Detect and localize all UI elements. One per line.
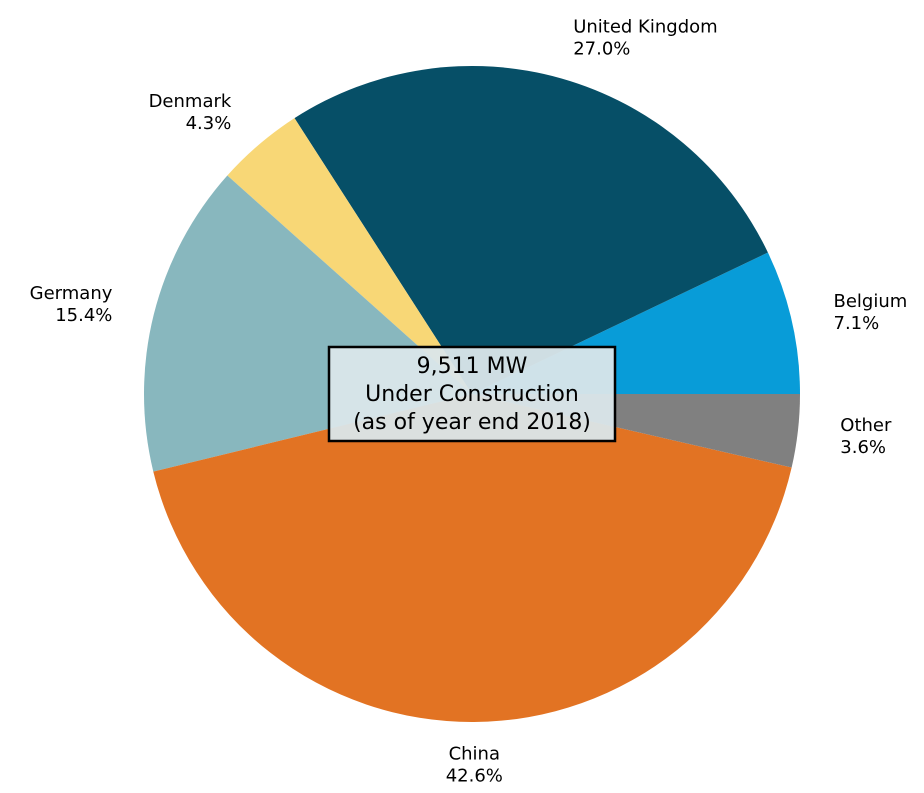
slice-label-percent: 3.6% — [840, 437, 886, 458]
center-annotation: 9,511 MW Under Construction (as of year … — [327, 345, 617, 443]
slice-label-name: United Kingdom — [573, 16, 717, 37]
slice-label-percent: 7.1% — [834, 313, 880, 334]
center-line-3: (as of year end 2018) — [353, 410, 591, 435]
slice-label-name: Denmark — [149, 91, 232, 112]
slice-label-percent: 42.6% — [446, 766, 503, 787]
slice-label-percent: 27.0% — [573, 38, 630, 59]
pie-slice-china — [153, 394, 792, 722]
slice-label-name: Belgium — [834, 291, 908, 312]
slice-label-name: Germany — [30, 283, 113, 304]
center-line-2: Under Construction — [365, 382, 579, 407]
center-line-1: 9,511 MW — [417, 354, 528, 379]
pie-slice-united-kingdom — [294, 65, 768, 395]
slice-label-percent: 4.3% — [186, 113, 232, 134]
slice-label-percent: 15.4% — [55, 305, 112, 326]
slice-label-name: China — [449, 744, 500, 765]
center-annotation-box — [327, 345, 617, 443]
slice-label-name: Other — [840, 415, 892, 436]
pie-slice-denmark — [227, 118, 472, 395]
